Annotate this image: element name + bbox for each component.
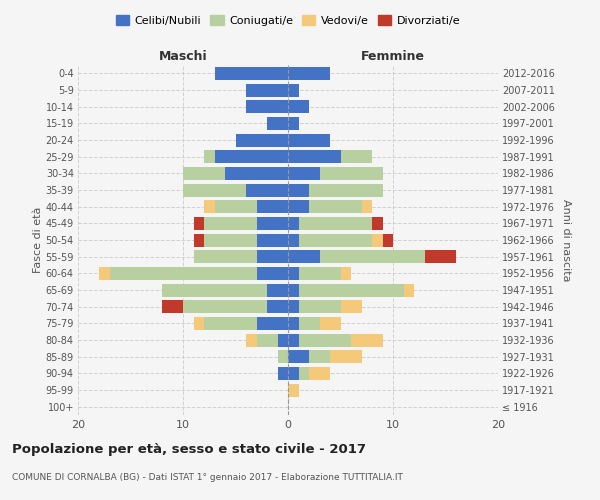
Bar <box>109 267 257 280</box>
Bar <box>383 234 393 246</box>
Bar <box>288 300 299 313</box>
Bar <box>309 350 330 363</box>
Bar <box>246 334 257 346</box>
Bar <box>183 300 267 313</box>
Bar <box>204 317 257 330</box>
Bar <box>257 267 288 280</box>
Text: Popolazione per età, sesso e stato civile - 2017: Popolazione per età, sesso e stato civil… <box>12 442 366 456</box>
Bar <box>361 200 372 213</box>
Bar <box>288 117 299 130</box>
Bar <box>288 134 330 146</box>
Bar <box>204 234 257 246</box>
Bar <box>204 217 257 230</box>
Bar <box>288 350 309 363</box>
Bar <box>277 367 288 380</box>
Bar <box>288 367 299 380</box>
Bar <box>288 167 320 180</box>
Bar <box>183 184 246 196</box>
Bar <box>193 250 257 263</box>
Bar <box>288 67 330 80</box>
Bar <box>246 100 288 113</box>
Bar <box>193 234 204 246</box>
Bar <box>193 317 204 330</box>
Bar <box>257 200 288 213</box>
Bar <box>309 184 383 196</box>
Bar <box>372 234 383 246</box>
Text: Maschi: Maschi <box>158 50 208 64</box>
Bar <box>277 334 288 346</box>
Bar <box>404 284 414 296</box>
Bar <box>288 150 341 163</box>
Bar <box>288 184 309 196</box>
Bar <box>267 284 288 296</box>
Legend: Celibi/Nubili, Coniugati/e, Vedovi/e, Divorziati/e: Celibi/Nubili, Coniugati/e, Vedovi/e, Di… <box>112 10 464 30</box>
Bar <box>288 384 299 396</box>
Bar <box>204 150 215 163</box>
Bar <box>288 100 309 113</box>
Bar <box>288 217 299 230</box>
Y-axis label: Anni di nascita: Anni di nascita <box>560 198 571 281</box>
Bar <box>215 150 288 163</box>
Bar <box>267 117 288 130</box>
Bar <box>330 350 361 363</box>
Bar <box>320 250 425 263</box>
Bar <box>257 250 288 263</box>
Bar <box>320 167 383 180</box>
Bar <box>257 234 288 246</box>
Bar <box>257 334 277 346</box>
Bar <box>351 334 383 346</box>
Bar <box>162 300 183 313</box>
Bar <box>215 67 288 80</box>
Text: COMUNE DI CORNALBA (BG) - Dati ISTAT 1° gennaio 2017 - Elaborazione TUTTITALIA.I: COMUNE DI CORNALBA (BG) - Dati ISTAT 1° … <box>12 472 403 482</box>
Bar <box>341 267 351 280</box>
Bar <box>99 267 109 280</box>
Bar <box>309 200 361 213</box>
Bar <box>225 167 288 180</box>
Bar <box>277 350 288 363</box>
Bar <box>299 300 341 313</box>
Bar <box>299 367 309 380</box>
Y-axis label: Fasce di età: Fasce di età <box>32 207 43 273</box>
Bar <box>215 200 257 213</box>
Bar <box>246 84 288 96</box>
Bar <box>183 167 225 180</box>
Bar <box>320 317 341 330</box>
Bar <box>235 134 288 146</box>
Bar <box>257 217 288 230</box>
Bar <box>288 84 299 96</box>
Bar <box>246 184 288 196</box>
Bar <box>257 317 288 330</box>
Bar <box>288 334 299 346</box>
Bar <box>299 334 351 346</box>
Bar <box>267 300 288 313</box>
Bar <box>204 200 215 213</box>
Text: Femmine: Femmine <box>361 50 425 64</box>
Bar <box>299 234 372 246</box>
Bar <box>162 284 267 296</box>
Bar <box>288 317 299 330</box>
Bar <box>309 367 330 380</box>
Bar <box>299 217 372 230</box>
Bar <box>299 267 341 280</box>
Bar <box>193 217 204 230</box>
Bar <box>341 150 372 163</box>
Bar <box>288 267 299 280</box>
Bar <box>288 284 299 296</box>
Bar <box>288 250 320 263</box>
Bar <box>425 250 456 263</box>
Bar <box>372 217 383 230</box>
Bar <box>341 300 361 313</box>
Bar <box>299 317 320 330</box>
Bar <box>288 234 299 246</box>
Bar <box>288 200 309 213</box>
Bar <box>299 284 404 296</box>
